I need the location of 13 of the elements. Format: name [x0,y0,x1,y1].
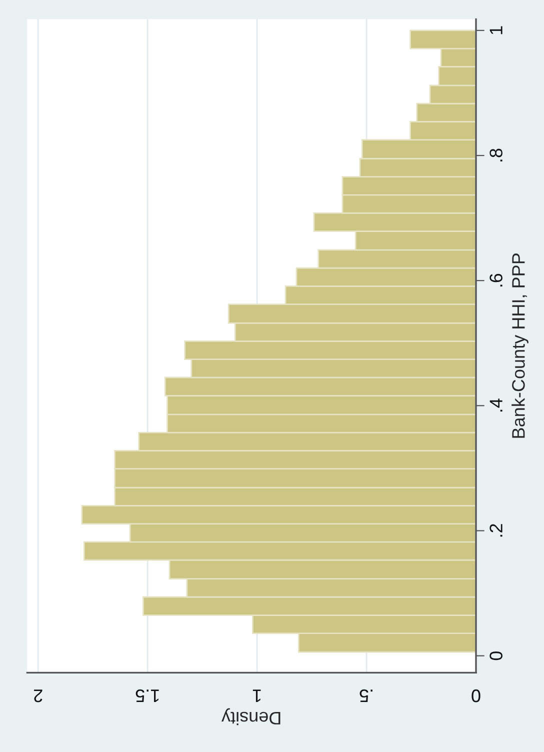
x-tick-label: 2 [34,690,42,702]
y-tick-label: 0 [490,651,502,660]
x-tick-label: 0 [472,689,480,702]
x-tick-label: .5 [360,689,372,702]
y-tick-label: 1 [490,26,502,34]
x-tick-label: 1.5 [136,689,159,702]
y-axis-title: Bank-County HHI, PPP [512,254,528,438]
y-tick-label: .4 [490,398,502,412]
x-tick-label: 1 [252,690,261,702]
y-tick-label: .8 [490,148,502,162]
y-tick-label: .6 [490,274,502,286]
y-tick-label: .2 [490,524,502,537]
x-axis-title: Density [222,708,280,726]
